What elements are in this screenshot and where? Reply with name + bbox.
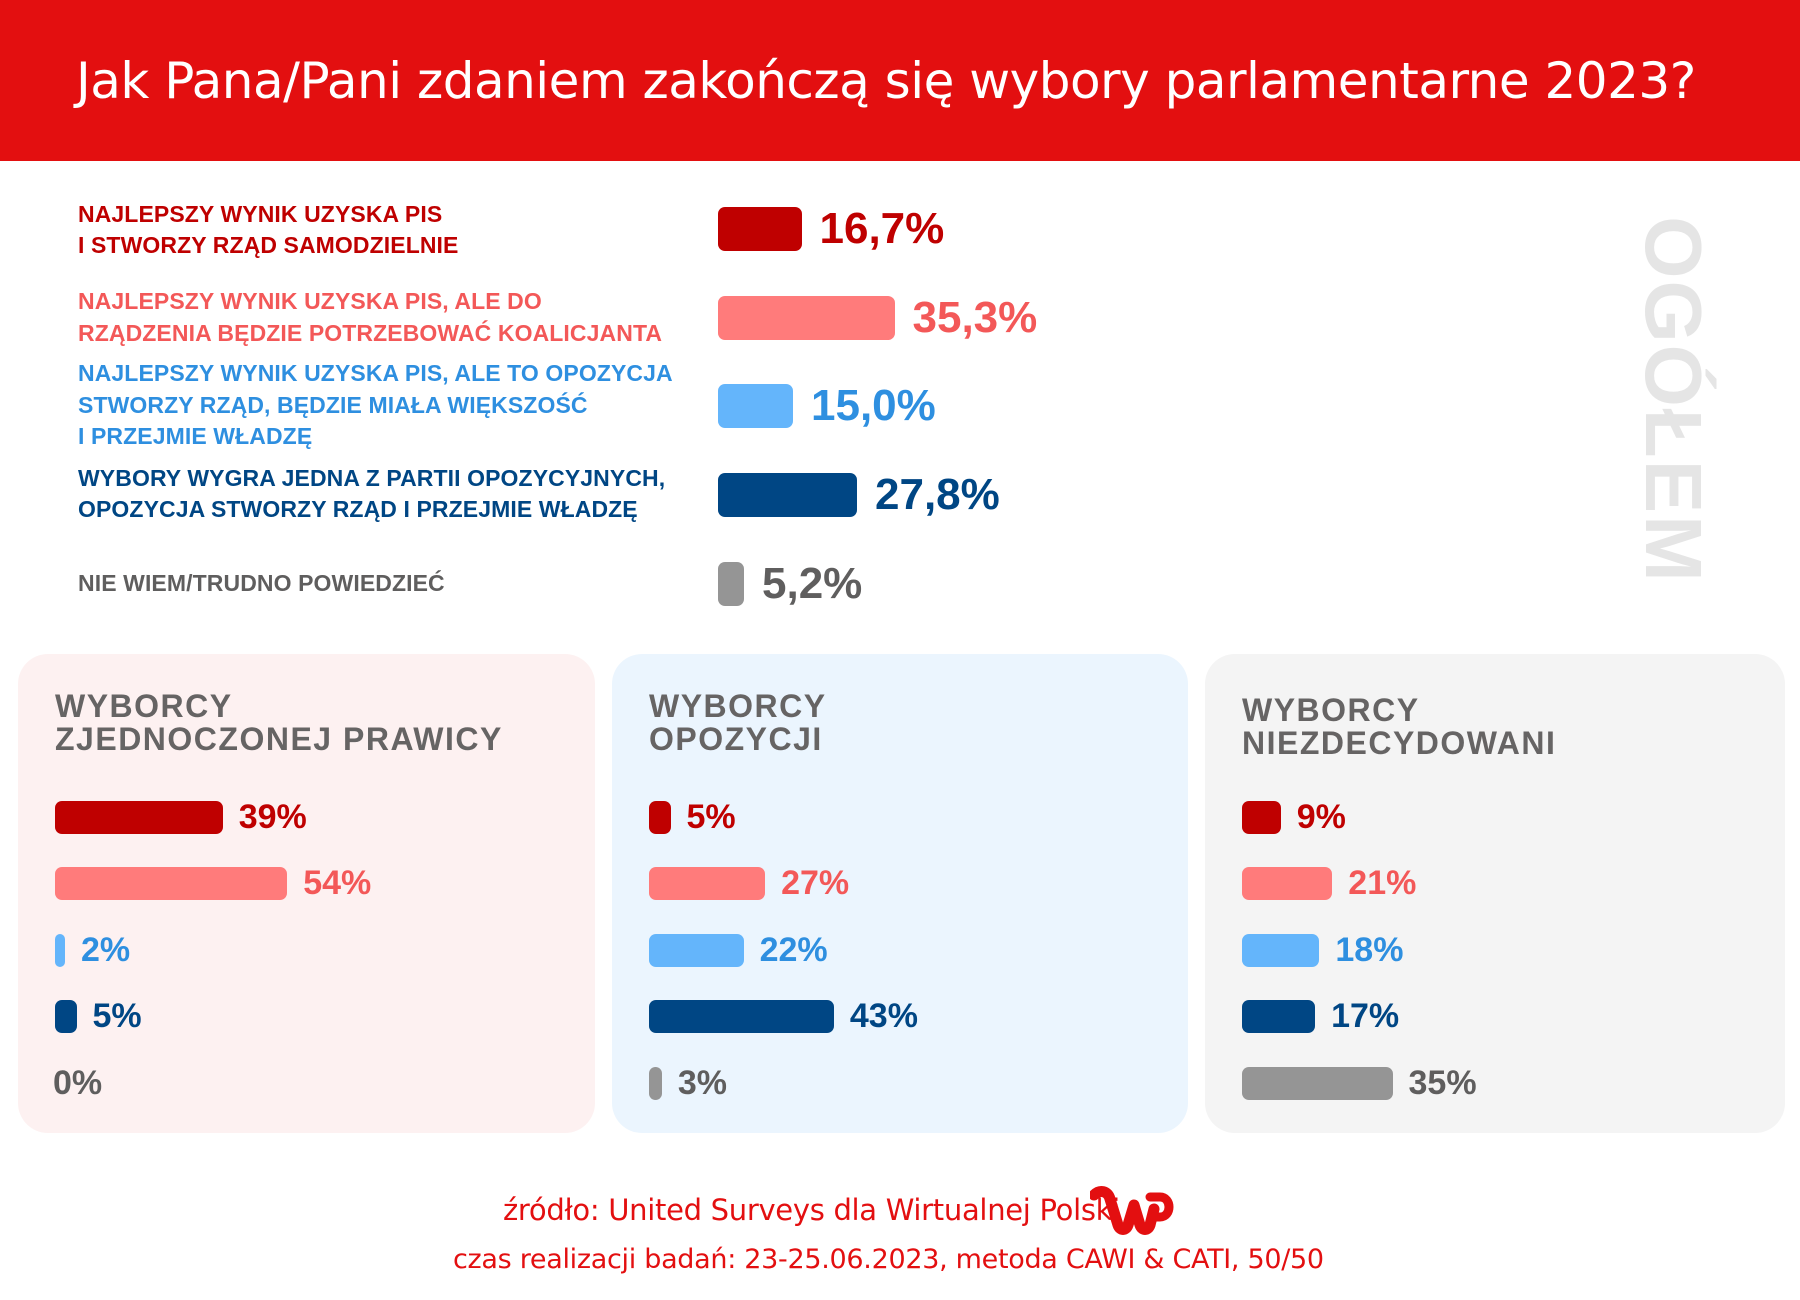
category-label: I PRZEJMIE WŁADZĘ xyxy=(78,423,313,449)
segment-value-label: 18% xyxy=(1335,931,1404,969)
segment-value-label: 39% xyxy=(238,798,307,836)
segment-value-label: 5% xyxy=(686,798,736,836)
overall-bar xyxy=(718,384,793,428)
overall-bar xyxy=(718,473,857,517)
segment-bar xyxy=(55,999,77,1033)
overall-bar xyxy=(718,296,895,340)
panel-title-line: NIEZDECYDOWANI xyxy=(1242,725,1557,761)
panel-undecided-voters: WYBORCY NIEZDECYDOWANI 9% 21% 18% 17% 35% xyxy=(1205,654,1785,1133)
segment-bar xyxy=(649,866,766,900)
panel-right-wing-voters: WYBORCY ZJEDNOCZONEJ PRAWICY 39% 54% 2% 5% 0… xyxy=(18,654,595,1133)
panel-title: WYBORCY OPOZYCJI xyxy=(649,690,827,756)
category-label: NIE WIEM/TRUDNO POWIEDZIEĆ xyxy=(78,570,445,596)
segment-bar xyxy=(55,800,223,834)
segment-bar xyxy=(55,866,288,900)
footer-fieldwork: czas realizacji badań: 23-25.06.2023, me… xyxy=(453,1244,1324,1275)
chart-title: Jak Pana/Pani zdaniem zakończą się wybor… xyxy=(76,52,1696,110)
wp-logo-icon xyxy=(1090,1186,1174,1235)
header-banner: Jak Pana/Pani zdaniem zakończą się wybor… xyxy=(0,0,1800,161)
segment-value-label: 27% xyxy=(781,864,850,902)
panel-opposition-voters: WYBORCY OPOZYCJI 5% 27% 22% 43% 3% xyxy=(612,654,1188,1133)
category-label: NAJLEPSZY WYNIK UZYSKA PIS, ALE TO OPOZY… xyxy=(78,360,673,386)
category-label: I STWORZY RZĄD SAMODZIELNIE xyxy=(78,232,459,258)
segment-bar xyxy=(649,933,744,967)
segment-bar xyxy=(1242,933,1320,967)
segment-bar xyxy=(1242,866,1333,900)
category-label: OPOZYCJA STWORZY RZĄD I PRZEJMIE WŁADZĘ xyxy=(78,496,638,522)
segment-bar xyxy=(649,1066,662,1100)
overall-value-label: 16,7% xyxy=(819,204,945,253)
segment-value-label: 35% xyxy=(1408,1064,1477,1102)
segment-value-label: 21% xyxy=(1348,864,1417,902)
overall-label-text: OGÓŁEM xyxy=(1629,216,1718,584)
panel-title-line: WYBORCY xyxy=(649,688,827,724)
overall-value-label: 15,0% xyxy=(811,381,936,430)
panel-title: WYBORCY NIEZDECYDOWANI xyxy=(1242,694,1556,760)
segment-bar xyxy=(649,999,834,1033)
segment-bar xyxy=(1242,1066,1393,1100)
segment-value-label: 17% xyxy=(1331,997,1400,1035)
segment-value-label: 22% xyxy=(759,931,828,969)
category-label: STWORZY RZĄD, BĘDZIE MIAŁA WIĘKSZOŚĆ xyxy=(78,392,588,418)
segment-value-label: 5% xyxy=(92,997,142,1035)
panel-title-line: WYBORCY xyxy=(55,688,233,724)
overall-bar xyxy=(718,207,802,251)
overall-value-label: 5,2% xyxy=(762,559,863,608)
panel-title: WYBORCY ZJEDNOCZONEJ PRAWICY xyxy=(55,690,503,756)
overall-section-label: OGÓŁEM xyxy=(1629,200,1718,600)
category-label: NAJLEPSZY WYNIK UZYSKA PIS xyxy=(78,201,443,227)
segment-value-label: 9% xyxy=(1296,798,1346,836)
segment-value-label: 0% xyxy=(53,1064,103,1102)
overall-value-label: 27,8% xyxy=(875,470,1000,519)
footer-source: źródło: United Surveys dla Wirtualnej Po… xyxy=(503,1193,1120,1227)
panel-title-line: ZJEDNOCZONEJ PRAWICY xyxy=(55,721,503,757)
segment-value-label: 2% xyxy=(81,931,131,969)
segment-value-label: 54% xyxy=(303,864,372,902)
panel-title-line: OPOZYCJI xyxy=(649,721,823,757)
category-label: NAJLEPSZY WYNIK UZYSKA PIS, ALE DO xyxy=(78,288,542,314)
overall-value-label: 35,3% xyxy=(912,293,1038,342)
segment-bar xyxy=(1242,800,1281,834)
segment-bar xyxy=(55,933,65,967)
panel-title-line: WYBORCY xyxy=(1242,692,1420,728)
segment-value-label: 43% xyxy=(849,997,918,1035)
segment-bar xyxy=(1242,999,1316,1033)
segment-value-label: 3% xyxy=(677,1064,728,1102)
category-label: RZĄDZENIA BĘDZIE POTRZEBOWAĆ KOALICJANTA xyxy=(78,320,663,346)
overall-bar xyxy=(718,562,744,606)
segment-bar xyxy=(649,800,671,834)
category-label: WYBORY WYGRA JEDNA Z PARTII OPOZYCYJNYCH… xyxy=(78,465,666,491)
